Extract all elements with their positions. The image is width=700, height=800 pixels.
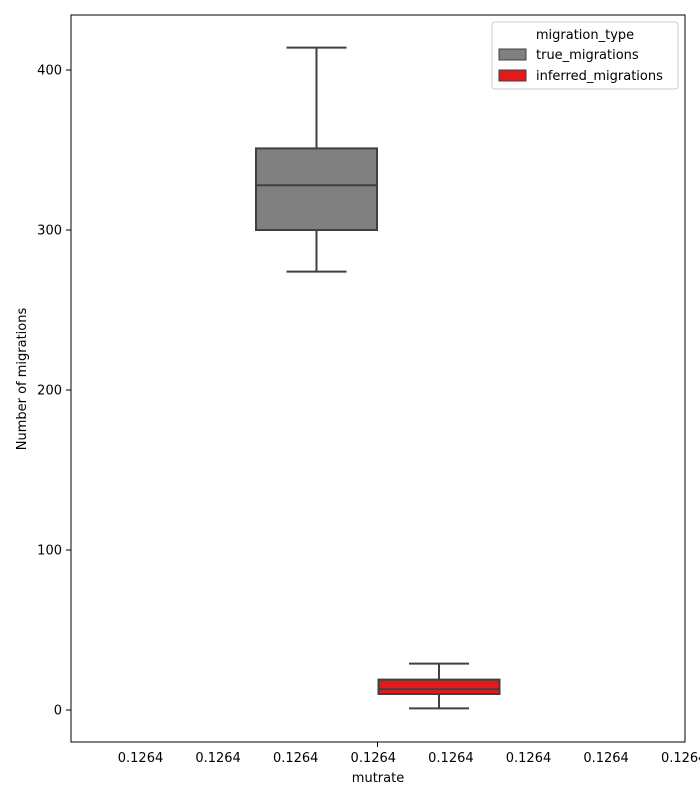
y-tick-label-400: 400 bbox=[37, 64, 62, 79]
plot-area bbox=[70, 14, 686, 743]
y-tick-label-200: 200 bbox=[37, 384, 62, 399]
box-inferred_migrations bbox=[377, 662, 501, 710]
x-tick-label-5: 0.1264 bbox=[506, 751, 552, 766]
x-tick-label-6: 0.1264 bbox=[583, 751, 629, 766]
x-tick-label-0: 0.1264 bbox=[118, 751, 164, 766]
legend-swatch-true-migrations bbox=[498, 48, 527, 61]
legend: migration_type true_migrations inferred_… bbox=[491, 21, 679, 90]
y-axis-label: Number of migrations bbox=[15, 308, 30, 451]
x-axis-label: mutrate bbox=[352, 771, 404, 786]
x-tick-label-2: 0.1264 bbox=[273, 751, 319, 766]
legend-label-inferred-migrations: inferred_migrations bbox=[536, 69, 663, 84]
legend-swatch-inferred-migrations bbox=[498, 69, 527, 82]
y-axis: 0 100 200 300 400 bbox=[37, 64, 71, 719]
legend-title: migration_type bbox=[536, 28, 634, 43]
y-tick-label-100: 100 bbox=[37, 544, 62, 559]
box-body-true_migrations bbox=[255, 147, 378, 231]
x-axis: 0.1264 0.1264 0.1264 0.1264 0.1264 0.1264 0.12… bbox=[118, 742, 700, 766]
legend-label-true-migrations: true_migrations bbox=[536, 48, 639, 63]
x-tick-label-4: 0.1264 bbox=[428, 751, 474, 766]
legend-frame bbox=[491, 21, 679, 90]
box-true_migrations bbox=[255, 46, 378, 273]
x-tick-label-3: 0.1264 bbox=[351, 751, 397, 766]
y-tick-label-300: 300 bbox=[37, 224, 62, 239]
y-tick-label-0: 0 bbox=[54, 704, 62, 719]
x-tick-label-1: 0.1264 bbox=[195, 751, 241, 766]
x-tick-label-7: 0.1264 bbox=[661, 751, 700, 766]
boxes bbox=[255, 46, 501, 710]
box-body-inferred_migrations bbox=[377, 678, 501, 695]
